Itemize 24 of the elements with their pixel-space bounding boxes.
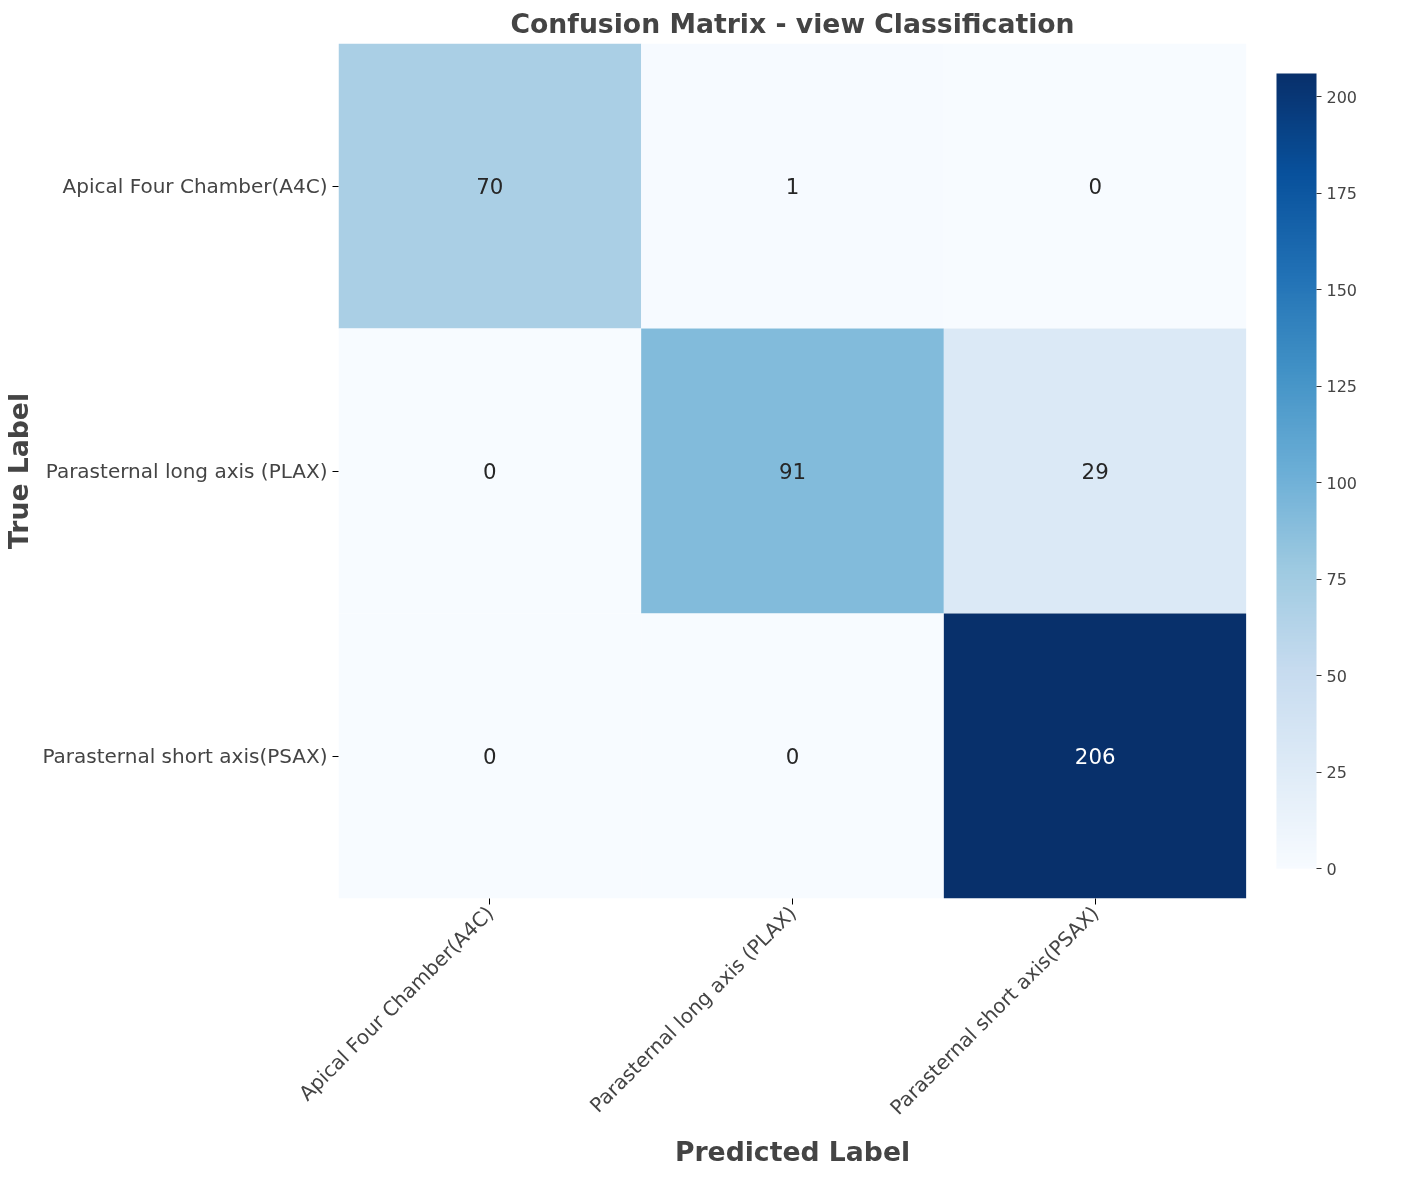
data-label: 0 <box>483 744 497 769</box>
y-tick-label: Parasternal long axis (PLAX) <box>45 459 328 483</box>
data-label: 91 <box>778 459 807 484</box>
data-label: 0 <box>1088 174 1102 199</box>
y-tick-label: Parasternal short axis(PSAX) <box>42 744 328 768</box>
data-label: 0 <box>785 744 800 769</box>
color-bar-label: 200 <box>1326 87 1358 107</box>
color-bar-label: 0 <box>1326 859 1337 879</box>
data-label: 206 <box>1074 744 1116 769</box>
x-axis-title: Predicted Label <box>674 1136 911 1168</box>
color-bar-label: 100 <box>1326 473 1358 493</box>
color-bar-label: 50 <box>1326 666 1347 686</box>
color-bar-label: 25 <box>1326 763 1347 783</box>
chart-title: Confusion Matrix - view Classification <box>510 7 1075 39</box>
color-bar-label: 175 <box>1326 184 1358 204</box>
y-axis-title: True Label <box>3 392 35 549</box>
y-tick-label: Apical Four Chamber(A4C) <box>62 174 328 198</box>
color-bar-label: 150 <box>1326 280 1358 300</box>
color-bar-label: 125 <box>1326 377 1358 397</box>
data-label: 1 <box>785 174 800 199</box>
data-label: 29 <box>1081 459 1109 484</box>
color-bar-label: 75 <box>1326 570 1347 590</box>
data-label: 0 <box>483 459 497 484</box>
data-label: 70 <box>476 174 504 199</box>
